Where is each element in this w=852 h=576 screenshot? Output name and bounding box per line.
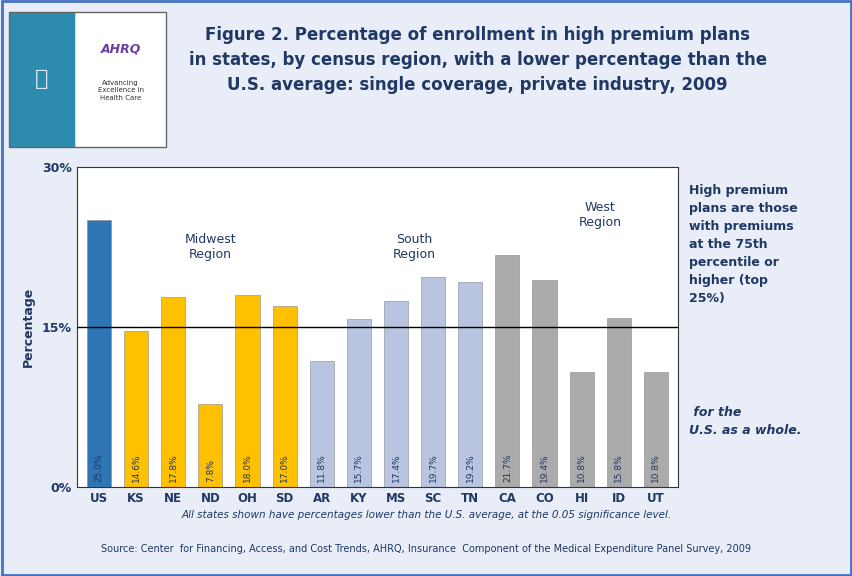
Text: 18.0%: 18.0%: [243, 454, 251, 483]
Bar: [87, 220, 111, 487]
FancyBboxPatch shape: [75, 12, 166, 147]
Text: South
Region: South Region: [393, 233, 435, 261]
Bar: [161, 297, 185, 487]
Text: 19.4%: 19.4%: [539, 454, 549, 483]
Y-axis label: Percentage: Percentage: [22, 287, 35, 367]
Bar: [532, 280, 556, 487]
Text: 10.8%: 10.8%: [577, 454, 585, 483]
FancyBboxPatch shape: [9, 12, 75, 147]
Text: 🦅: 🦅: [35, 69, 49, 89]
Text: Figure 2. Percentage of enrollment in high premium plans
in states, by census re: Figure 2. Percentage of enrollment in hi…: [188, 26, 766, 94]
Text: AHRQ: AHRQ: [101, 43, 141, 56]
Bar: [495, 256, 519, 487]
Text: 7.8%: 7.8%: [205, 460, 215, 483]
Bar: [309, 361, 333, 487]
Bar: [383, 301, 407, 487]
Bar: [421, 277, 445, 487]
Text: Advancing
Excellence in
Health Care: Advancing Excellence in Health Care: [97, 79, 143, 101]
Text: 15.8%: 15.8%: [613, 454, 623, 483]
Bar: [235, 295, 259, 487]
Bar: [273, 305, 296, 487]
Bar: [458, 282, 481, 487]
Text: High premium
plans are those
with premiums
at the 75th
percentile or
higher (top: High premium plans are those with premiu…: [688, 184, 797, 305]
Text: 11.8%: 11.8%: [317, 454, 325, 483]
Bar: [124, 331, 148, 487]
Bar: [199, 404, 222, 487]
Text: Source: Center  for Financing, Access, and Cost Trends, AHRQ, Insurance  Compone: Source: Center for Financing, Access, an…: [101, 544, 751, 554]
Text: All states shown have percentages lower than the U.S. average, at the 0.05 signi: All states shown have percentages lower …: [181, 510, 671, 520]
Text: 14.6%: 14.6%: [131, 454, 141, 483]
Bar: [347, 320, 371, 487]
Text: 21.7%: 21.7%: [503, 454, 511, 483]
Text: 10.8%: 10.8%: [651, 454, 659, 483]
Text: 17.8%: 17.8%: [169, 454, 177, 483]
Text: West
Region: West Region: [578, 201, 621, 229]
Text: 25.0%: 25.0%: [95, 454, 103, 483]
Bar: [606, 319, 630, 487]
Text: 19.2%: 19.2%: [465, 454, 475, 483]
Bar: [569, 372, 593, 487]
Text: 19.7%: 19.7%: [429, 454, 437, 483]
Text: Midwest
Region: Midwest Region: [184, 233, 236, 261]
Text: 17.4%: 17.4%: [391, 454, 400, 483]
Text: for the
U.S. as a whole.: for the U.S. as a whole.: [688, 406, 801, 437]
Text: 17.0%: 17.0%: [279, 454, 289, 483]
Text: 15.7%: 15.7%: [354, 454, 363, 483]
Bar: [643, 372, 667, 487]
